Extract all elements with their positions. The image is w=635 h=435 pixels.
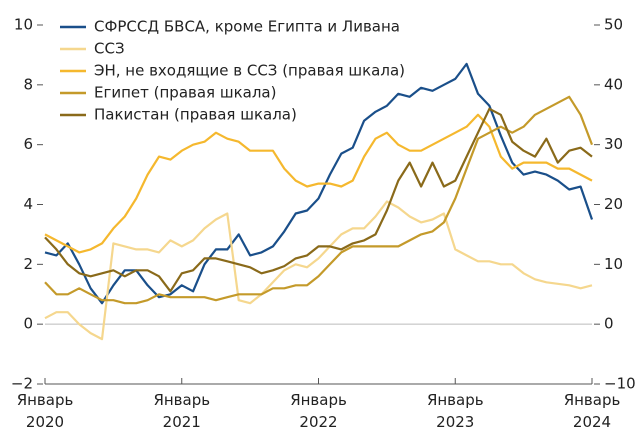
y2-tick-label: 0 <box>604 315 614 333</box>
legend-label: Пакистан (правая шкала) <box>94 106 297 124</box>
y-tick-label: 0 <box>23 315 33 333</box>
x-tick-label: Январь 2021 <box>153 391 210 431</box>
y2-tick-label: −10 <box>604 375 635 393</box>
legend-label: СФРССД БВСА, кроме Египта и Ливана <box>94 18 400 36</box>
y-tick-label: −2 <box>11 375 33 393</box>
y2-tick-label: 20 <box>604 195 623 213</box>
y-tick-label: 2 <box>23 255 33 273</box>
legend-label: ЭН, не входящие в ССЗ (правая шкала) <box>94 62 405 80</box>
y2-tick-label: 40 <box>604 75 623 93</box>
y-tick-label: 4 <box>23 195 33 213</box>
y-tick-label: 6 <box>23 135 33 153</box>
series-line <box>44 200 593 341</box>
y-tick-label: 10 <box>14 16 33 34</box>
series-line <box>44 113 593 254</box>
legend: СФРССД БВСА, кроме Египта и Ливана ССЗ ЭН,… <box>60 18 405 124</box>
y2-tick-label: 30 <box>604 135 623 153</box>
x-tick-label: Январь 2020 <box>17 391 74 431</box>
y2-tick-label: 50 <box>604 16 623 34</box>
x-tick-label: Январь 2023 <box>427 391 484 431</box>
x-tick-label: Январь 2022 <box>290 391 347 431</box>
series-line <box>44 107 593 293</box>
y2-tick-label: 10 <box>604 255 623 273</box>
legend-label: Египет (правая шкала) <box>94 84 276 102</box>
legend-label: ССЗ <box>94 40 125 58</box>
y-tick-label: 8 <box>23 75 33 93</box>
x-tick-label: Январь 2024 <box>564 391 621 431</box>
series-line <box>44 95 594 305</box>
